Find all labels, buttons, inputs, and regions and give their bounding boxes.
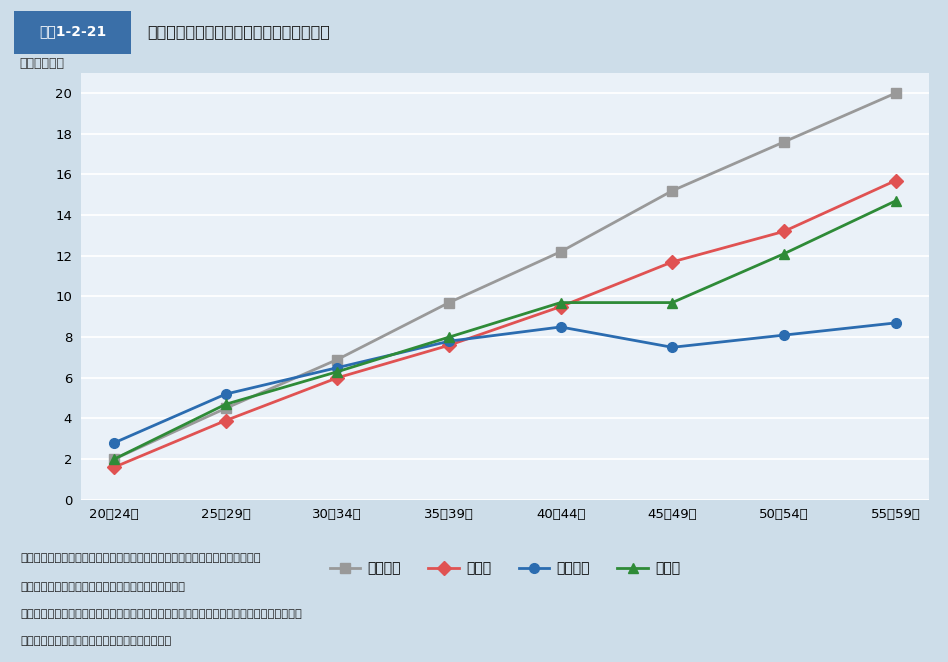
Text: （勤続年数）: （勤続年数） — [19, 56, 64, 70]
Text: 資料：内閣官房全世代型社会保障構築会議公的価格評価検討委員会第２回資料: 資料：内閣官房全世代型社会保障構築会議公的価格評価検討委員会第２回資料 — [21, 553, 262, 563]
Text: 図表1-2-21: 図表1-2-21 — [39, 24, 106, 38]
FancyBboxPatch shape — [14, 11, 131, 54]
Legend: 全産業計, 看護師, 介護職員, 保育士: 全産業計, 看護師, 介護職員, 保育士 — [324, 556, 685, 581]
Text: （注）　上記は、同調査のうち、一般労働者の数値。: （注） 上記は、同調査のうち、一般労働者の数値。 — [21, 583, 186, 592]
Text: 介護職員は「介護職員（医療・福祉施設等）」と「訪問介護従事者」の加重平均。: 介護職員は「介護職員（医療・福祉施設等）」と「訪問介護従事者」の加重平均。 — [21, 609, 302, 619]
Text: 上記の数値は、それぞれ役職者を含む。: 上記の数値は、それぞれ役職者を含む。 — [21, 636, 172, 645]
Text: 職種別の平均勤続年数（職種別、年齢別）: 職種別の平均勤続年数（職種別、年齢別） — [148, 24, 331, 39]
